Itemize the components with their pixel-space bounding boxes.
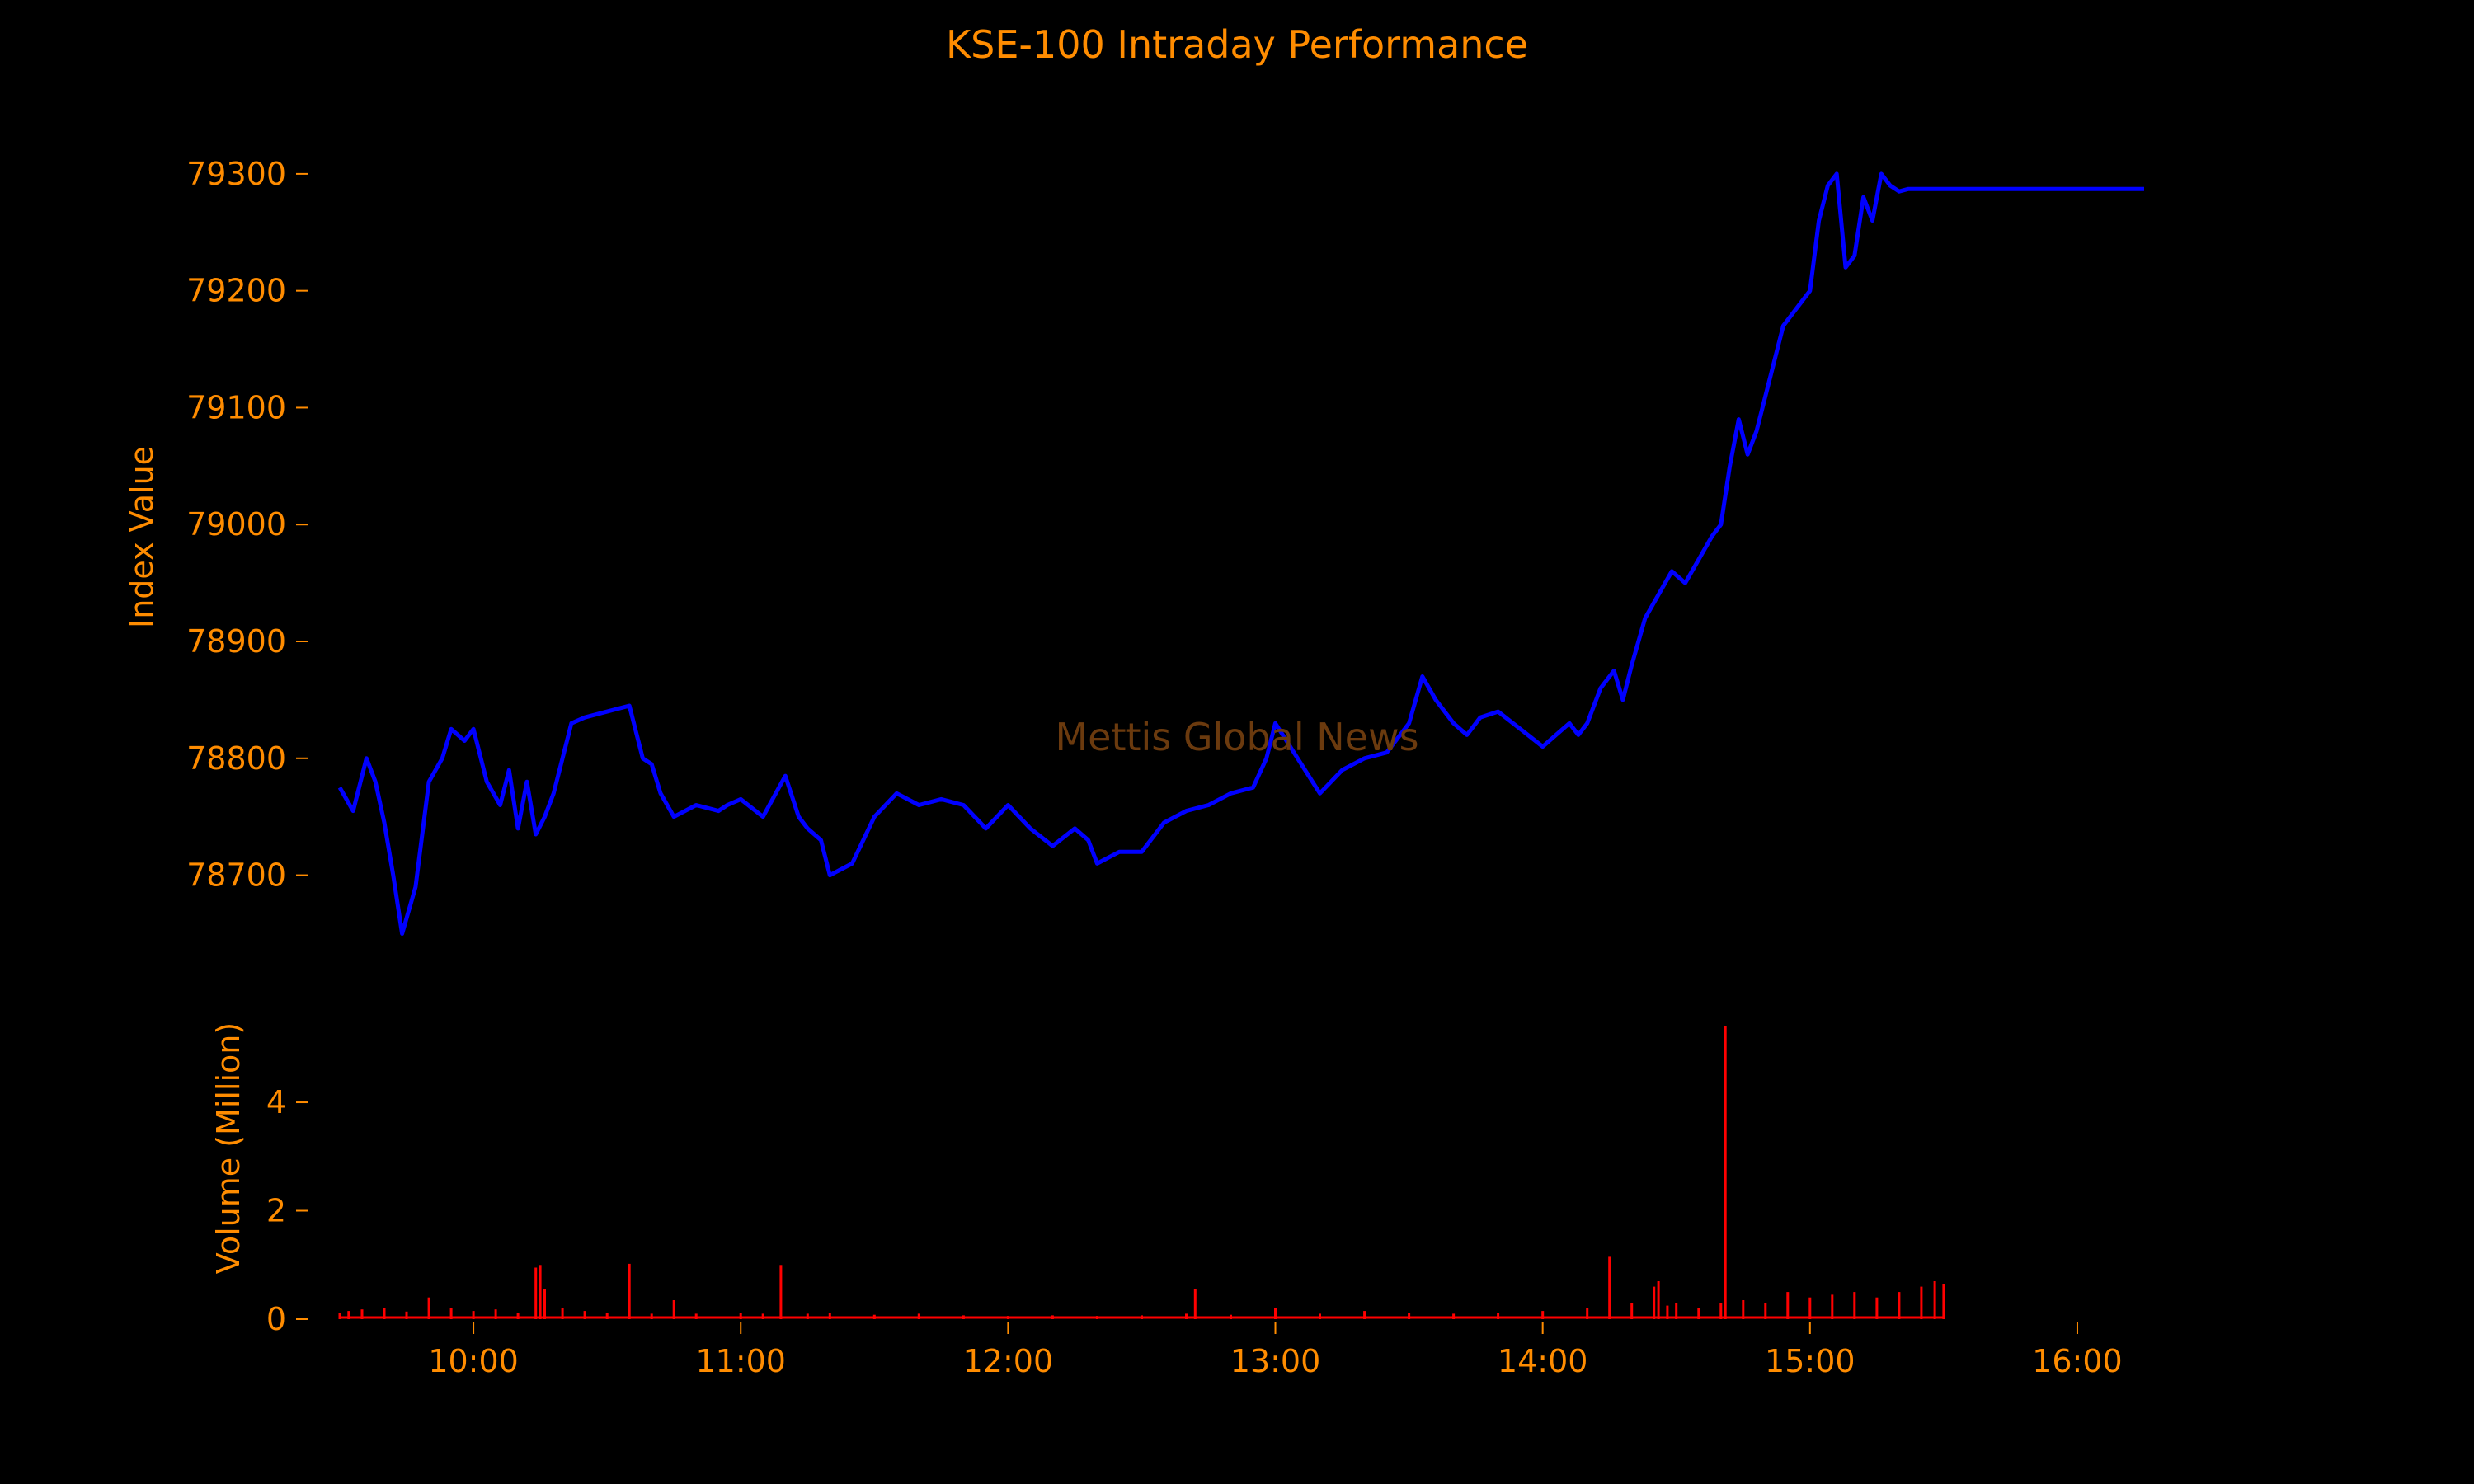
price-y-tick-label: 78800 — [186, 740, 286, 777]
volume-bar — [779, 1265, 783, 1319]
volume-bar — [1541, 1311, 1545, 1319]
volume-bar — [427, 1297, 430, 1319]
x-tick-label: 10:00 — [428, 1343, 519, 1379]
volume-bar — [516, 1313, 520, 1319]
volume-bar — [1933, 1281, 1936, 1319]
volume-bar — [534, 1267, 538, 1319]
volume-bar — [1274, 1308, 1277, 1319]
volume-panel: 0 2 4 Volume (Million) — [210, 1022, 1945, 1337]
volume-bar — [1193, 1289, 1197, 1319]
volume-bar — [628, 1263, 631, 1319]
x-tick-label: 12:00 — [963, 1343, 1054, 1379]
volume-bar — [383, 1308, 386, 1319]
x-axis: 10:00 11:00 12:00 13:00 14:00 15:00 16:00 — [428, 1322, 2123, 1379]
volume-bar — [360, 1309, 364, 1319]
volume-bar — [1497, 1313, 1500, 1319]
volume-bar — [449, 1308, 453, 1319]
watermark: Mettis Global News — [1055, 715, 1418, 759]
volume-bar — [1898, 1292, 1901, 1319]
volume-bar — [1831, 1294, 1834, 1319]
volume-y-axis-label: Volume (Million) — [210, 1022, 247, 1274]
volume-bar — [1724, 1026, 1727, 1319]
volume-bar — [828, 1313, 831, 1319]
volume-bar — [1786, 1292, 1790, 1319]
volume-bar — [1666, 1305, 1669, 1319]
volume-bar — [338, 1313, 341, 1319]
volume-bar — [1875, 1297, 1879, 1319]
price-panel: 78700 78800 78900 79000 79100 79200 79300 Index… — [124, 156, 2144, 936]
volume-bar — [539, 1265, 542, 1319]
volume-bar — [672, 1300, 675, 1319]
price-y-tick-label: 78700 — [186, 857, 286, 894]
x-tick-label: 11:00 — [695, 1343, 786, 1379]
volume-bar — [1675, 1303, 1678, 1319]
volume-bar — [1653, 1286, 1656, 1319]
volume-bar — [472, 1311, 475, 1319]
price-series-line — [337, 171, 2144, 936]
volume-bar — [583, 1311, 586, 1319]
volume-bar — [561, 1308, 564, 1319]
volume-bar — [1363, 1311, 1366, 1319]
volume-bar — [1630, 1303, 1634, 1319]
volume-y-tick-label: 2 — [266, 1193, 286, 1229]
x-tick-label: 16:00 — [2032, 1343, 2123, 1379]
volume-bar — [1408, 1313, 1411, 1319]
volume-y-tick-label: 0 — [266, 1301, 286, 1337]
volume-bar — [543, 1289, 546, 1319]
volume-bar — [1697, 1308, 1700, 1319]
price-y-tick-label: 79200 — [186, 273, 286, 309]
volume-bar — [1742, 1300, 1745, 1319]
volume-bar — [1920, 1286, 1923, 1319]
volume-bar — [347, 1311, 350, 1319]
volume-bar — [405, 1311, 408, 1319]
price-y-tick-label: 78900 — [186, 623, 286, 660]
volume-bar — [1808, 1297, 1812, 1319]
volume-bar — [1942, 1284, 1945, 1319]
volume-bar — [1764, 1303, 1767, 1319]
volume-bar — [1608, 1256, 1611, 1319]
x-tick-label: 15:00 — [1765, 1343, 1856, 1379]
price-y-tick-label: 79000 — [186, 506, 286, 542]
volume-bar — [1853, 1292, 1856, 1319]
volume-bar — [1719, 1303, 1723, 1319]
x-tick-label: 13:00 — [1230, 1343, 1321, 1379]
price-y-tick-label: 79100 — [186, 389, 286, 425]
x-tick-label: 14:00 — [1498, 1343, 1588, 1379]
chart-title: KSE-100 Intraday Performance — [946, 22, 1528, 67]
volume-bar — [1586, 1308, 1589, 1319]
volume-bar — [605, 1313, 609, 1319]
volume-bar — [1657, 1281, 1660, 1319]
volume-bar — [494, 1309, 497, 1319]
price-y-tick-label: 79300 — [186, 156, 286, 192]
volume-y-tick-label: 4 — [266, 1084, 286, 1120]
price-y-axis-label: Index Value — [124, 446, 160, 628]
volume-bar — [739, 1313, 742, 1319]
